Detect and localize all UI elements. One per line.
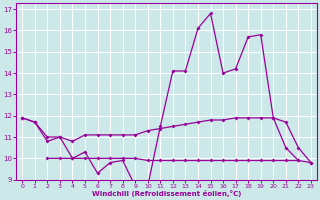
X-axis label: Windchill (Refroidissement éolien,°C): Windchill (Refroidissement éolien,°C) bbox=[92, 190, 241, 197]
